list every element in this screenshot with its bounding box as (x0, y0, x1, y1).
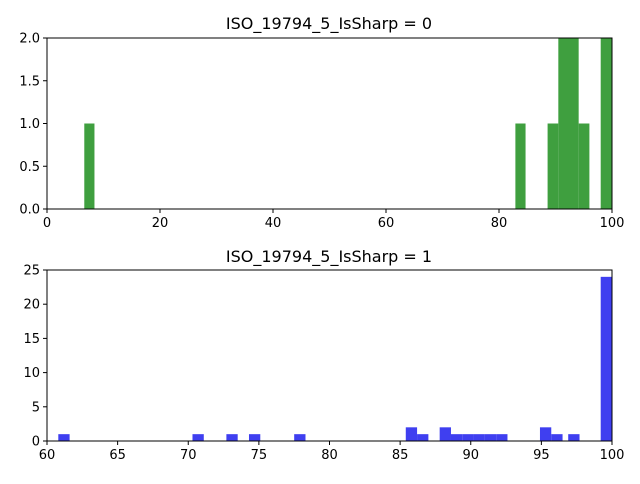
x-tick-label: 75 (251, 448, 268, 463)
x-tick-label: 60 (378, 216, 395, 231)
x-tick-label: 40 (265, 216, 282, 231)
histogram-bar (547, 123, 559, 209)
x-axis-ticks: 0 20 40 60 80 100 (43, 209, 625, 231)
x-tick-label: 70 (180, 448, 197, 463)
histogram-bar (473, 434, 485, 441)
histogram-bottom: ISO_19794_5_IsSharp = 1 60 65 70 75 80 85 90 95… (23, 247, 624, 463)
x-tick-label: 100 (600, 216, 625, 231)
y-tick-label: 25 (23, 264, 40, 279)
histogram-bar (462, 434, 474, 441)
histogram-top: ISO_19794_5_IsSharp = 0 0 20 40 60 80 100 0.0… (19, 14, 624, 231)
y-tick-label: 2.0 (19, 32, 40, 47)
y-tick-label: 0 (32, 435, 40, 450)
chart-title: ISO_19794_5_IsSharp = 0 (226, 14, 432, 34)
y-tick-label: 1.0 (19, 117, 40, 132)
y-tick-label: 1.5 (19, 74, 40, 89)
histogram-bar (600, 38, 612, 209)
histogram-bar (558, 38, 569, 209)
histogram-bar (192, 434, 204, 441)
x-tick-label: 60 (39, 448, 56, 463)
histogram-bar (515, 123, 526, 209)
x-axis-ticks: 60 65 70 75 80 85 90 95 100 (39, 441, 625, 463)
chart-title: ISO_19794_5_IsSharp = 1 (226, 247, 432, 267)
histogram-bar (568, 38, 579, 209)
histogram-bar (484, 434, 497, 441)
x-tick-label: 20 (152, 216, 169, 231)
histogram-bar (450, 434, 463, 441)
histogram-bar (417, 434, 429, 441)
x-tick-label: 100 (600, 448, 625, 463)
x-tick-label: 80 (321, 448, 338, 463)
histogram-bar (568, 434, 580, 441)
x-tick-label: 90 (462, 448, 479, 463)
x-tick-label: 95 (533, 448, 550, 463)
bar-group (84, 38, 612, 209)
histogram-bar (248, 434, 261, 441)
x-tick-label: 0 (43, 216, 51, 231)
histogram-bar (405, 427, 418, 441)
y-tick-label: 20 (23, 298, 40, 313)
histogram-bar (496, 434, 508, 441)
histogram-bar (294, 434, 306, 441)
y-tick-label: 0.5 (19, 160, 40, 175)
y-tick-label: 10 (23, 366, 40, 381)
histogram-bar (539, 427, 552, 441)
bar-group (58, 276, 612, 441)
histogram-bar (600, 276, 612, 441)
y-tick-label: 15 (23, 332, 40, 347)
y-tick-label: 5 (32, 400, 40, 415)
histogram-bar (578, 123, 590, 209)
histogram-bar (84, 123, 95, 209)
y-axis-ticks: 0 5 10 15 20 25 (23, 264, 47, 450)
x-tick-label: 65 (109, 448, 126, 463)
x-tick-label: 80 (491, 216, 508, 231)
x-tick-label: 85 (392, 448, 409, 463)
y-tick-label: 0.0 (19, 203, 40, 218)
y-axis-ticks: 0.0 0.5 1.0 1.5 2.0 (19, 32, 47, 218)
histogram-bar (226, 434, 238, 441)
histogram-bar (439, 427, 451, 441)
histogram-bar (551, 434, 563, 441)
histogram-bar (58, 434, 70, 441)
